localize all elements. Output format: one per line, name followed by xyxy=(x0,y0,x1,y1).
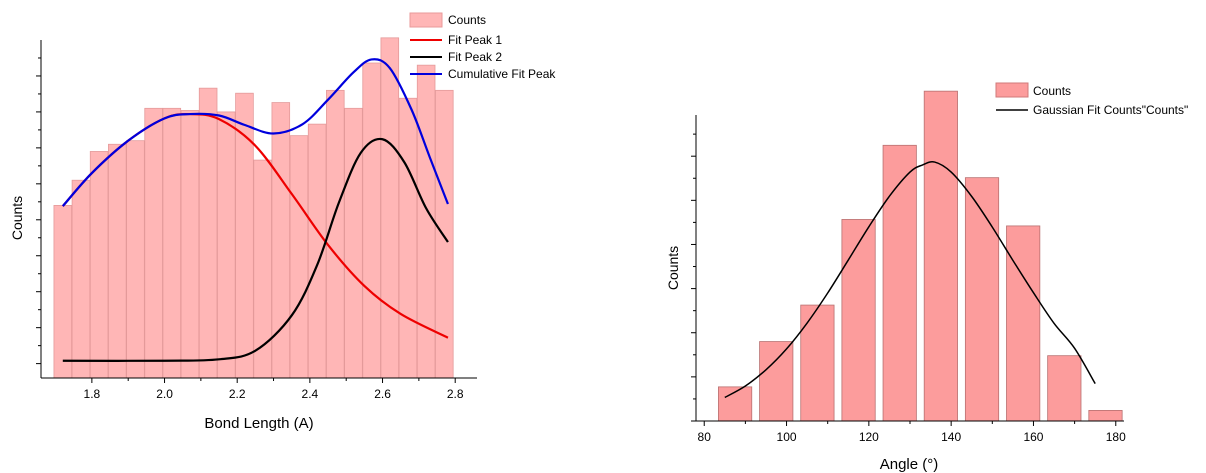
right-bar xyxy=(923,90,958,422)
right-bar xyxy=(1088,410,1123,422)
right-bar xyxy=(841,219,876,422)
bond-length-fit-lines xyxy=(61,58,449,362)
left-legend-fit-peak-2: Fit Peak 2 xyxy=(448,50,502,64)
right-bar xyxy=(1006,225,1041,422)
left-bar xyxy=(53,205,73,379)
left-x-tick-label: 2.2 xyxy=(229,387,246,401)
left-bar xyxy=(180,110,200,379)
right-x-tick-label: 160 xyxy=(1023,430,1043,444)
right-x-tick-label: 120 xyxy=(859,430,879,444)
left-x-tick-label: 2.4 xyxy=(302,387,319,401)
left-x-tick-label: 2.0 xyxy=(156,387,173,401)
left-series-line-1 xyxy=(62,137,449,362)
left-x-tick-label: 1.8 xyxy=(84,387,101,401)
right-legend-swatch-counts xyxy=(995,82,1029,98)
right-series-line-0 xyxy=(724,161,1096,399)
left-bar xyxy=(217,111,236,379)
right-x-tick-label: 140 xyxy=(941,430,961,444)
left-bar xyxy=(162,107,182,379)
left-bar xyxy=(126,140,145,379)
angle-bars xyxy=(718,90,1123,422)
left-bar xyxy=(380,37,400,379)
left-bar xyxy=(344,107,363,379)
right-legend-counts: Counts xyxy=(1033,84,1071,98)
right-bar xyxy=(964,177,1000,422)
right-x-axis-label-text: Angle (°) xyxy=(880,456,939,473)
right-bar xyxy=(1047,355,1082,422)
left-bar xyxy=(289,135,309,379)
angle-chart: 80 100 120 140 160 180 Angle (°) Counts Count… xyxy=(665,82,1188,473)
right-bar xyxy=(882,144,917,422)
left-series-line-2 xyxy=(61,58,449,207)
left-legend-counts: Counts xyxy=(448,13,486,27)
right-x-tick-label: 100 xyxy=(777,430,797,444)
left-bar xyxy=(362,62,381,379)
left-x-tick-label: 2.8 xyxy=(447,387,464,401)
left-bar xyxy=(198,87,218,379)
left-bar xyxy=(71,179,91,379)
left-legend-fit-peak-1: Fit Peak 1 xyxy=(448,33,502,47)
right-x-tick-label: 180 xyxy=(1106,430,1126,444)
left-x-axis-label: Bond Length (A) xyxy=(204,415,313,432)
left-bar xyxy=(398,97,418,379)
right-y-tick-marks xyxy=(691,133,696,422)
left-x-ticks: 1.8 2.0 2.2 2.4 2.6 2.8 xyxy=(84,378,464,401)
left-y-tick-marks xyxy=(36,57,41,365)
right-bar xyxy=(800,304,835,422)
right-bar xyxy=(759,341,794,422)
left-bar xyxy=(108,143,127,379)
angle-fit-lines xyxy=(724,161,1096,399)
left-y-axis-label: Counts xyxy=(9,196,25,240)
left-legend: Counts Fit Peak 1 Fit Peak 2 Cumulative … xyxy=(409,12,556,81)
right-legend: Counts Gaussian Fit Counts"Counts" xyxy=(995,82,1188,117)
left-bar xyxy=(144,107,163,379)
left-x-tick-label: 2.6 xyxy=(374,387,391,401)
right-y-axis-label: Counts xyxy=(665,246,681,290)
bond-length-bars xyxy=(53,37,454,379)
left-legend-cumulative-fit-peak: Cumulative Fit Peak xyxy=(448,67,556,81)
right-x-ticks: 80 100 120 140 160 180 xyxy=(698,421,1126,444)
right-x-tick-label: 80 xyxy=(698,430,712,444)
bond-length-chart: 1.8 2.0 2.2 2.4 2.6 2.8 Bond Length (A) Count… xyxy=(9,12,556,432)
left-bar xyxy=(89,151,109,379)
left-legend-swatch-counts xyxy=(409,12,443,28)
right-legend-gaussian-fit: Gaussian Fit Counts"Counts" xyxy=(1033,103,1188,117)
right-x-axis-label: Angle (°) xyxy=(880,456,939,473)
